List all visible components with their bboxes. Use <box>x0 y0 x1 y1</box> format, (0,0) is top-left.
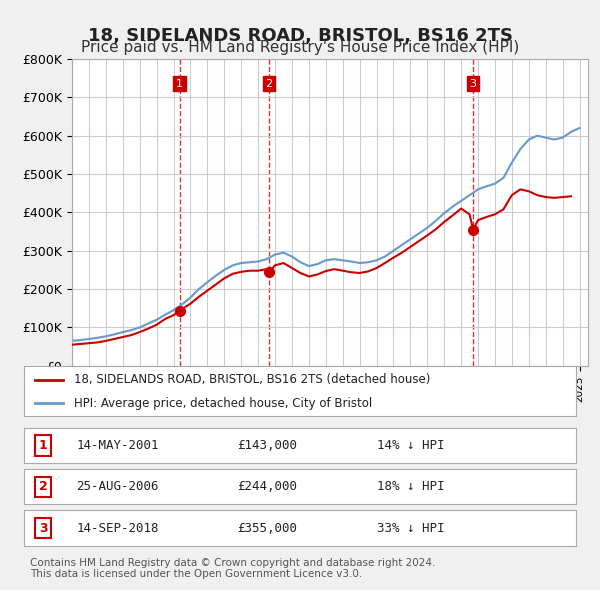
Text: 18, SIDELANDS ROAD, BRISTOL, BS16 2TS (detached house): 18, SIDELANDS ROAD, BRISTOL, BS16 2TS (d… <box>74 373 430 386</box>
Text: Price paid vs. HM Land Registry's House Price Index (HPI): Price paid vs. HM Land Registry's House … <box>81 40 519 55</box>
Text: 25-AUG-2006: 25-AUG-2006 <box>77 480 159 493</box>
Text: Contains HM Land Registry data © Crown copyright and database right 2024.
This d: Contains HM Land Registry data © Crown c… <box>30 558 436 579</box>
Text: 14-SEP-2018: 14-SEP-2018 <box>77 522 159 535</box>
Text: 33% ↓ HPI: 33% ↓ HPI <box>377 522 444 535</box>
Text: 2: 2 <box>39 480 47 493</box>
Text: £355,000: £355,000 <box>237 522 297 535</box>
Text: 14-MAY-2001: 14-MAY-2001 <box>77 439 159 452</box>
Text: 2: 2 <box>266 78 272 88</box>
Text: £244,000: £244,000 <box>237 480 297 493</box>
Text: 3: 3 <box>39 522 47 535</box>
Text: £143,000: £143,000 <box>237 439 297 452</box>
Text: 18, SIDELANDS ROAD, BRISTOL, BS16 2TS: 18, SIDELANDS ROAD, BRISTOL, BS16 2TS <box>88 27 512 45</box>
Text: 1: 1 <box>39 439 47 452</box>
Text: HPI: Average price, detached house, City of Bristol: HPI: Average price, detached house, City… <box>74 397 372 410</box>
Text: 1: 1 <box>176 78 183 88</box>
Text: 18% ↓ HPI: 18% ↓ HPI <box>377 480 444 493</box>
Text: 14% ↓ HPI: 14% ↓ HPI <box>377 439 444 452</box>
Text: 3: 3 <box>470 78 476 88</box>
